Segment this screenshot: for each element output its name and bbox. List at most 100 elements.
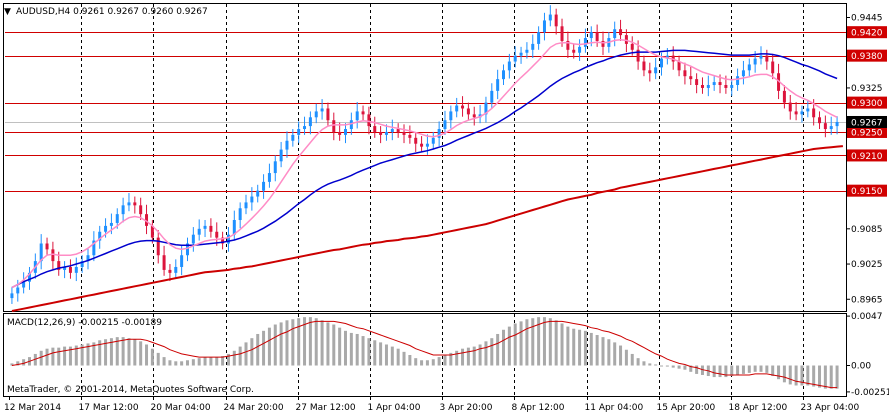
candle-body <box>308 117 312 127</box>
candle-body <box>326 108 330 121</box>
macd-bar <box>338 327 342 366</box>
macd-bar <box>660 365 664 367</box>
candle-body <box>660 58 664 68</box>
macd-bar <box>320 320 324 366</box>
candle-body <box>724 85 728 88</box>
candle-body <box>525 49 529 53</box>
macd-bar <box>262 330 266 366</box>
macd-bar <box>554 320 558 366</box>
ma-slow-line <box>11 145 843 312</box>
macd-bar <box>437 357 441 366</box>
x-tick-label: 18 Apr 12:00 <box>729 403 788 413</box>
macd-bar <box>542 317 546 366</box>
macd-bar <box>174 361 178 366</box>
macd-bar <box>461 348 465 366</box>
macd-bar <box>285 320 289 366</box>
candle-body <box>203 225 207 229</box>
candle-body <box>601 40 605 47</box>
candle-body <box>589 32 593 39</box>
macd-bar <box>232 350 236 366</box>
macd-bar <box>484 341 488 366</box>
macd-bar <box>414 358 418 366</box>
macd-bar <box>718 365 722 378</box>
candle-body <box>256 190 260 197</box>
candle-body <box>566 40 570 50</box>
candle-body <box>180 255 184 267</box>
macd-bar <box>478 344 482 366</box>
macd-bar <box>185 360 189 366</box>
candle-body <box>262 181 266 191</box>
macd-bar <box>238 346 242 366</box>
macd-bar <box>665 365 669 367</box>
current-price-label: 0.9267 <box>851 118 883 128</box>
candle-body <box>472 114 476 118</box>
macd-bar <box>513 323 517 366</box>
macd-bar <box>191 359 195 366</box>
horizontal-levels <box>5 32 846 192</box>
macd-bar <box>22 359 26 366</box>
x-tick-label: 17 Mar 12:00 <box>79 403 139 413</box>
macd-bar <box>823 365 827 389</box>
candle-body <box>818 117 822 124</box>
macd-bar <box>736 365 740 375</box>
candle-body <box>174 266 178 273</box>
candle-body <box>244 202 248 209</box>
macd-bar <box>578 329 582 366</box>
macd-bar <box>250 338 254 366</box>
macd-bar <box>297 318 301 366</box>
macd-bar <box>104 339 108 366</box>
macd-bar <box>636 358 640 366</box>
candle-body <box>51 249 55 262</box>
level-price-box <box>847 96 887 109</box>
candle-body <box>402 131 406 135</box>
macd-bar <box>33 353 37 366</box>
macd-bar <box>507 326 511 366</box>
y-tick-label: 0.9025 <box>851 260 883 270</box>
macd-bar <box>256 333 260 366</box>
macd-bar <box>794 365 798 386</box>
candle-body <box>16 287 20 294</box>
candle-body <box>496 79 500 91</box>
candle-body <box>449 111 453 121</box>
candle-body <box>291 134 295 141</box>
macd-bar <box>10 363 14 366</box>
candle-body <box>63 266 67 270</box>
macd-bar <box>279 322 283 366</box>
candle-body <box>390 129 394 132</box>
macd-bar <box>741 365 745 374</box>
candle-body <box>22 281 26 288</box>
macd-bar <box>326 322 330 366</box>
candle-body <box>700 85 704 88</box>
macd-bar <box>396 348 400 366</box>
macd-bar <box>86 343 90 366</box>
macd-bar <box>519 321 523 366</box>
candle-body <box>338 131 342 135</box>
candle-body <box>753 58 757 65</box>
level-price-label: 0.9150 <box>851 187 883 197</box>
macd-bar <box>619 345 623 366</box>
macd-bar <box>244 342 248 366</box>
macd-bar <box>537 317 541 366</box>
macd-bar <box>800 365 804 386</box>
macd-tick-label: 0.00 <box>851 362 871 372</box>
dropdown-arrow-icon[interactable]: ▼ <box>4 7 11 17</box>
level-price-label: 0.9300 <box>851 99 883 109</box>
level-price-box <box>847 49 887 62</box>
candle-body <box>823 123 827 130</box>
candle-body <box>168 269 172 273</box>
x-tick-label: 12 Mar 2014 <box>4 403 61 413</box>
candle-body <box>461 105 465 109</box>
macd-bar <box>197 358 201 366</box>
candle-body <box>478 114 482 118</box>
candle-body <box>267 173 271 182</box>
level-price-label: 0.9380 <box>851 52 883 62</box>
candle-body <box>68 266 72 273</box>
macd-bar <box>466 347 470 366</box>
macd-bar <box>425 360 429 366</box>
macd-bar <box>92 342 96 366</box>
candle-body <box>835 121 839 127</box>
candle-body <box>542 20 546 33</box>
copyright-label: MetaTrader, © 2001-2014, MetaQuotes Soft… <box>7 385 254 395</box>
